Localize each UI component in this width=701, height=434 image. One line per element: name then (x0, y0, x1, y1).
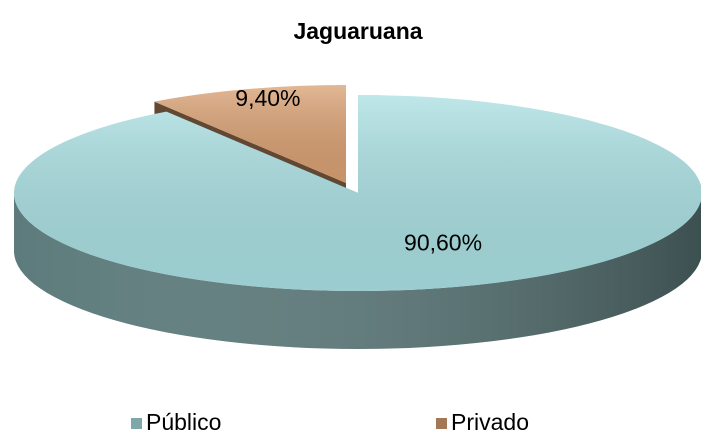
chart-title: Jaguaruana (293, 18, 422, 44)
legend-swatch (131, 418, 142, 429)
pie-slice-gloss (154, 85, 346, 183)
legend-swatch (436, 418, 447, 429)
legend-label: Privado (451, 409, 529, 434)
data-label: 9,40% (235, 85, 300, 111)
data-label: 90,60% (404, 229, 482, 255)
legend-label: Público (146, 409, 221, 434)
pie-slice-side-shade (14, 193, 701, 349)
pie-slice-gloss (14, 95, 701, 291)
